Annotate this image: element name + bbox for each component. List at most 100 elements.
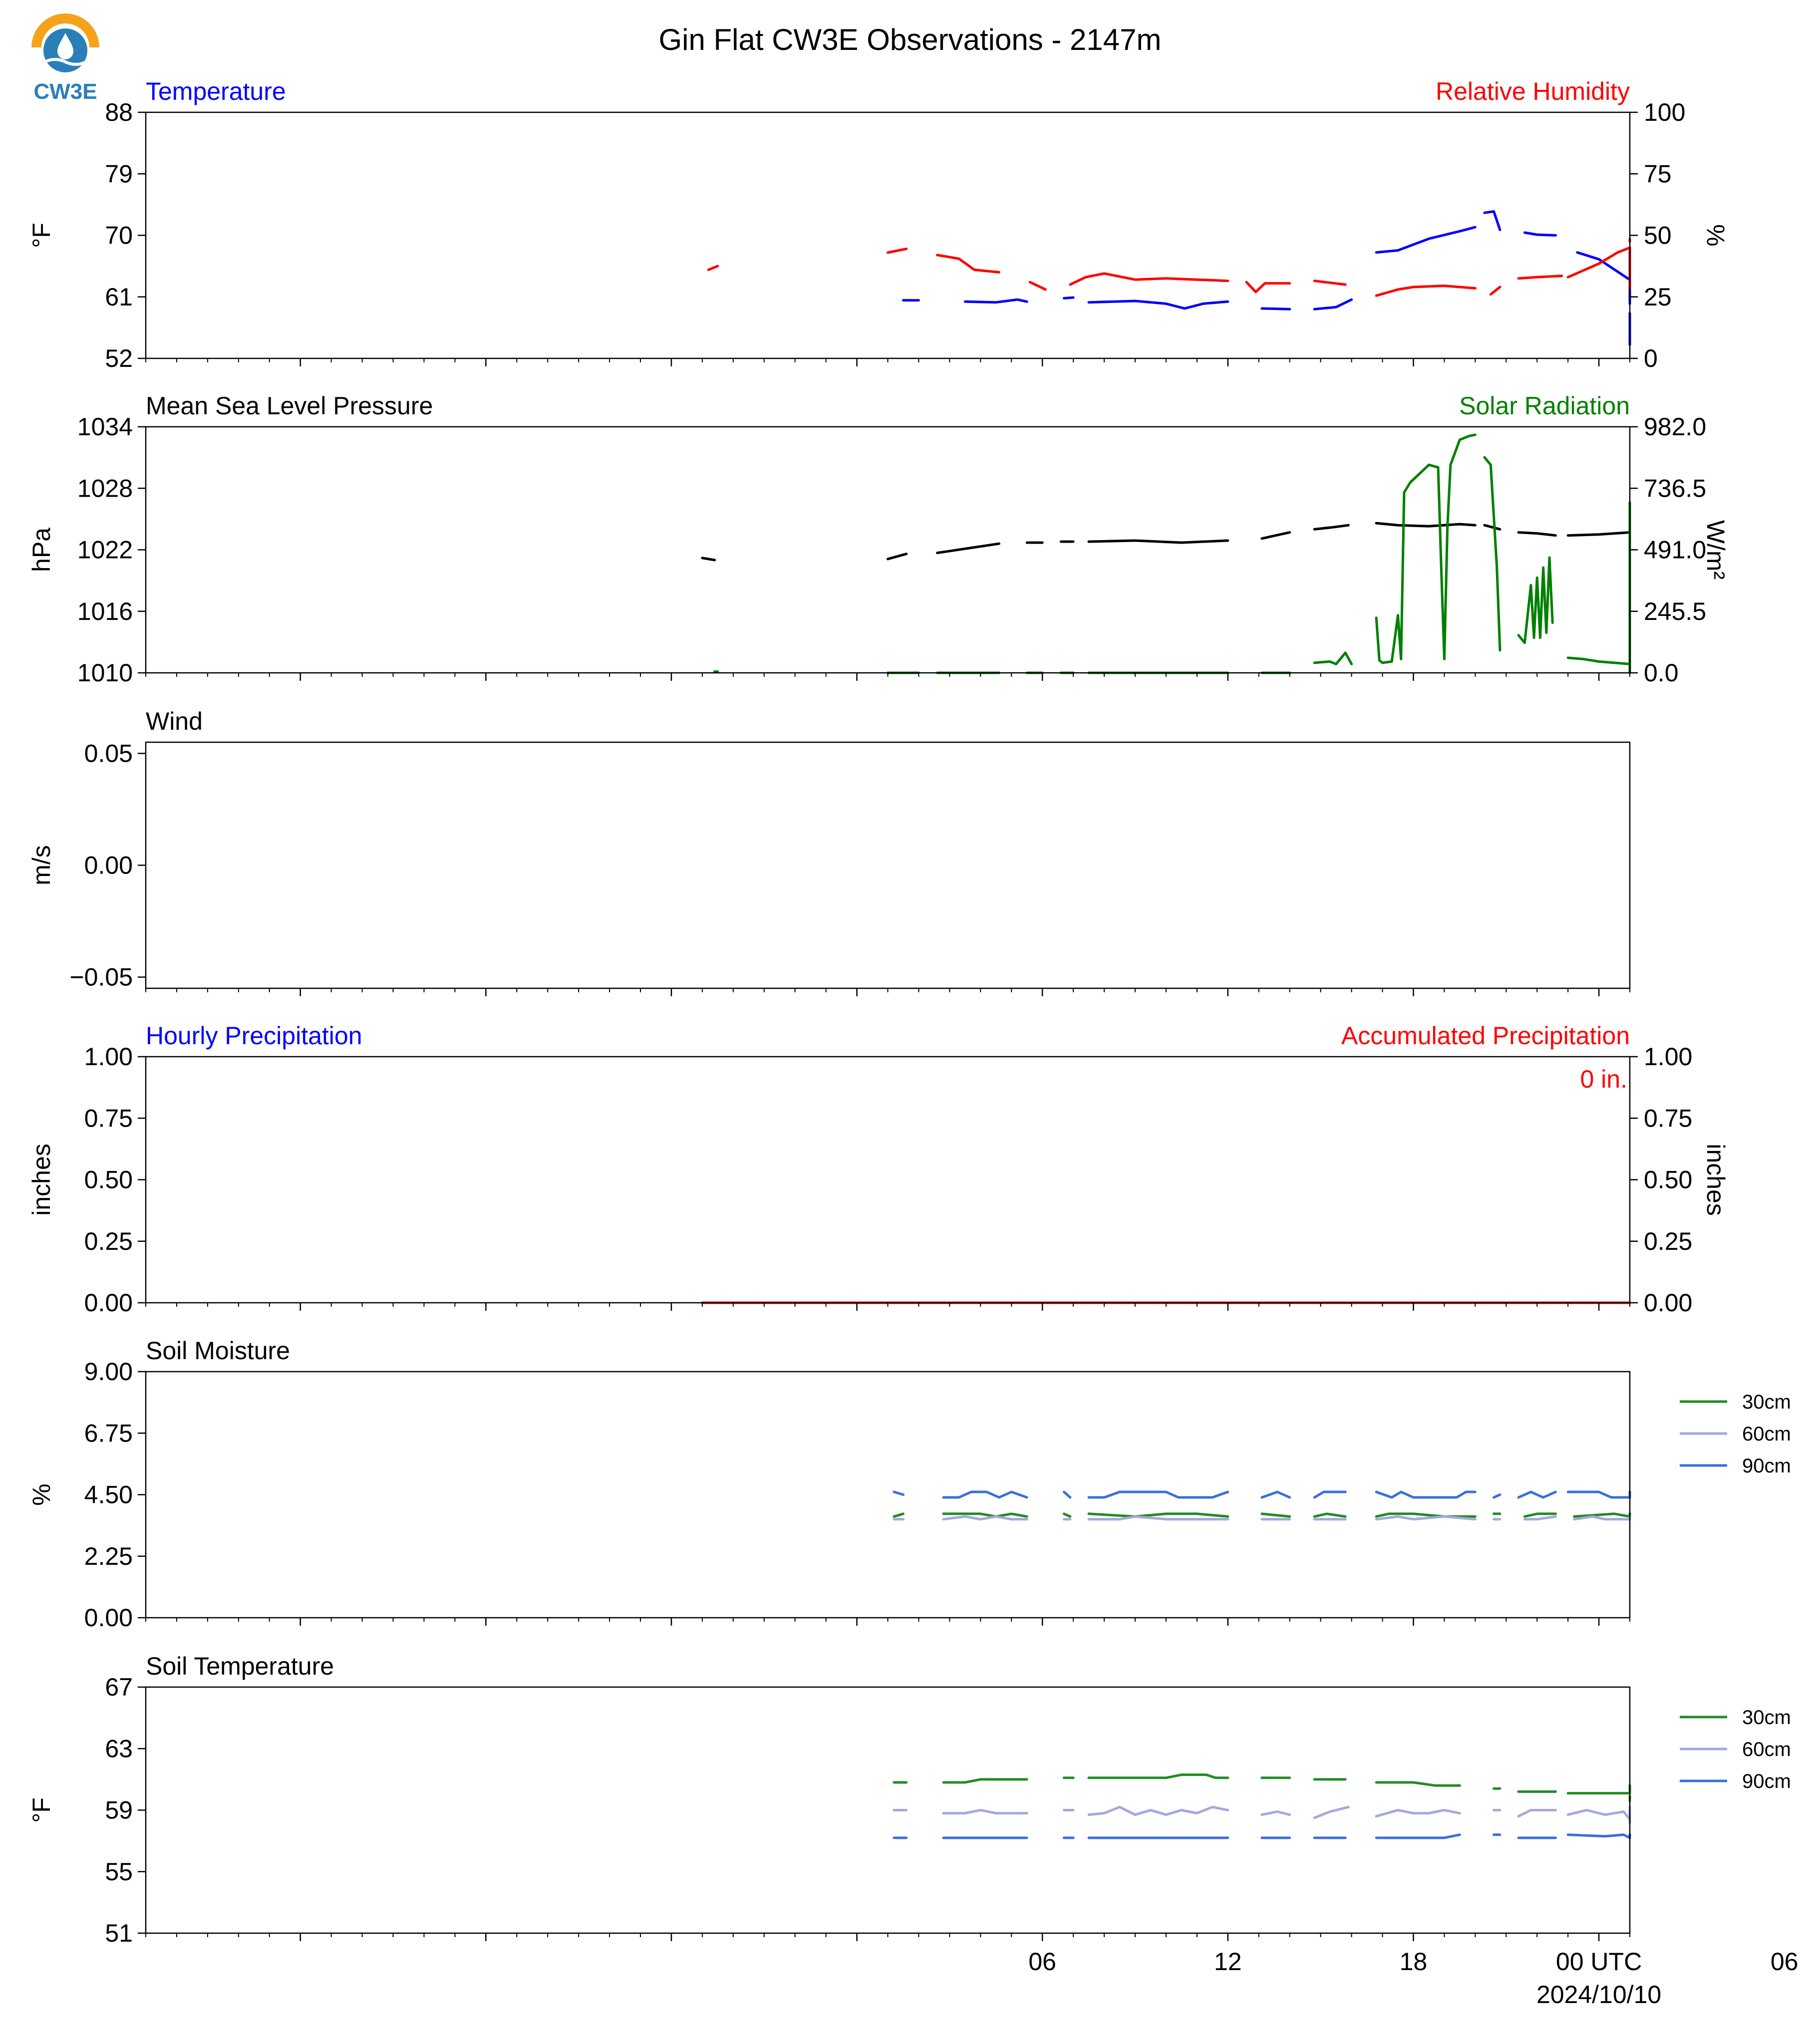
ylabel: %	[27, 1483, 55, 1505]
series-30cm-segment	[893, 1512, 905, 1518]
panels: 52 61 70 79 88 0 25 50 75 100 °F % Temperature Relati…	[27, 77, 1791, 1947]
panel-title-right: Solar Radiation	[1459, 392, 1630, 420]
series-left-segment	[936, 542, 1000, 555]
ytick-right-label: 491.0	[1644, 536, 1706, 564]
panel-title-left: Wind	[146, 707, 203, 735]
series-left-segment	[1566, 531, 1631, 537]
series-60cm-segment	[1087, 1515, 1229, 1521]
panel-title-left: Hourly Precipitation	[146, 1022, 362, 1050]
series-90cm-segment	[1375, 1490, 1477, 1499]
xtick-label: 12	[1214, 1948, 1242, 1976]
legend-label-60cm: 60cm	[1742, 1738, 1791, 1760]
panel-title-left: Soil Temperature	[146, 1652, 334, 1680]
series-90cm-segment	[1493, 1493, 1502, 1499]
series-90cm-segment	[1313, 1490, 1347, 1499]
series-left-segment	[701, 557, 716, 562]
series-left-segment	[963, 298, 1028, 304]
ytick-right-label: 50	[1644, 222, 1672, 250]
logo-orange-arc	[31, 13, 99, 48]
logo-wave-icon	[44, 58, 87, 66]
series-left-segment	[1313, 298, 1353, 310]
ytick-label: −0.05	[69, 963, 133, 991]
series-left-segment	[1375, 522, 1477, 528]
legend-label-30cm: 30cm	[1742, 1707, 1791, 1729]
panel-title-left: Mean Sea Level Pressure	[146, 392, 433, 420]
panel-title-left: Soil Moisture	[146, 1337, 290, 1365]
ytick-label: 59	[105, 1796, 133, 1824]
panel-pressure_solar: 1010 1016 1022 1028 1034 0.0 245.5 491.0 736.5 98…	[27, 392, 1730, 687]
series-right-segment	[1313, 651, 1353, 665]
series-30cm-segment	[1523, 1512, 1557, 1518]
series-60cm-segment	[1260, 1810, 1291, 1816]
series-right-segment	[1069, 272, 1229, 286]
series-left-segment	[1483, 524, 1502, 531]
ytick-label: 1028	[77, 474, 133, 502]
series-30cm-segment	[1087, 1773, 1229, 1779]
legend-label-30cm: 30cm	[1742, 1391, 1791, 1413]
legend-label-90cm: 90cm	[1742, 1770, 1791, 1792]
panel-title-right: Relative Humidity	[1436, 77, 1630, 105]
panel-title-left: Temperature	[146, 77, 286, 105]
series-90cm-segment	[1063, 1490, 1072, 1499]
series-60cm-segment	[1566, 1809, 1631, 1821]
series-60cm-segment	[942, 1809, 1028, 1815]
series-60cm-segment	[1087, 1805, 1229, 1816]
ytick-label: 70	[105, 222, 133, 250]
ytick-label: 67	[105, 1673, 133, 1701]
ytick-label: 55	[105, 1858, 133, 1886]
series-60cm-segment	[942, 1515, 1028, 1521]
legend: 30cm 60cm 90cm	[1680, 1707, 1791, 1792]
series-30cm-segment	[1573, 1512, 1631, 1518]
series-left-segment	[1260, 307, 1291, 310]
ylabel-right: inches	[1702, 1144, 1730, 1216]
series-left-segment	[887, 553, 908, 561]
series-left-segment	[1313, 524, 1350, 531]
ytick-right-label: 0.50	[1644, 1166, 1692, 1194]
ytick-right-label: 0.75	[1644, 1104, 1692, 1132]
series-left-segment	[1087, 539, 1229, 544]
series-30cm-segment	[1087, 1512, 1229, 1518]
series-right-segment	[1489, 286, 1502, 296]
series-right-segment	[1517, 275, 1563, 280]
series-left-segment	[1517, 531, 1557, 537]
series-60cm-segment	[1375, 1809, 1461, 1818]
series-90cm-segment	[1566, 1833, 1631, 1839]
ytick-right-label: 245.5	[1644, 597, 1706, 625]
series-left-segment	[1063, 296, 1075, 299]
ytick-label: 52	[105, 344, 133, 372]
legend-label-60cm: 60cm	[1742, 1423, 1791, 1445]
series-left-segment	[1260, 531, 1291, 540]
ytick-label: 1.00	[84, 1043, 133, 1071]
series-60cm-segment	[1573, 1515, 1631, 1521]
ytick-label: 4.50	[84, 1481, 133, 1509]
series-60cm-segment	[1517, 1809, 1557, 1818]
series-90cm-segment	[1260, 1490, 1291, 1499]
xdate-label: 2024/10/10	[1536, 1981, 1661, 2009]
series-right-segment	[1517, 556, 1554, 644]
xtick-label: 06	[1028, 1948, 1056, 1976]
panel-title-right: Accumulated Precipitation	[1341, 1022, 1630, 1050]
series-60cm-segment	[1523, 1515, 1557, 1521]
ytick-label: 88	[105, 98, 133, 126]
annotation: 0 in.	[1580, 1065, 1627, 1093]
ylabel: m/s	[27, 845, 55, 885]
ytick-right-label: 0	[1644, 344, 1658, 372]
panel-precip: 0.00 0.25 0.50 0.75 1.00 0.00 0.25 0.50 0.75 1.00…	[27, 1022, 1730, 1317]
series-left-segment	[1483, 210, 1502, 231]
panel-temp_rh: 52 61 70 79 88 0 25 50 75 100 °F % Temperature Relati…	[27, 77, 1730, 372]
xtick-label: 06	[1771, 1948, 1799, 1976]
series-right-segment	[936, 254, 1000, 274]
series-right-segment	[1375, 285, 1477, 297]
ytick-label: 1010	[77, 659, 133, 687]
logo-text: CW3E	[33, 79, 97, 104]
ytick-label: 51	[105, 1919, 133, 1947]
series-right-segment	[707, 265, 719, 271]
series-left-segment	[1523, 231, 1557, 237]
legend-label-90cm: 90cm	[1742, 1455, 1791, 1477]
figure-title: Gin Flat CW3E Observations - 2147m	[658, 23, 1161, 56]
ytick-right-label: 100	[1644, 98, 1685, 126]
ylabel-right: W/m²	[1702, 520, 1730, 579]
ytick-right-label: 1.00	[1644, 1043, 1692, 1071]
ytick-right-label: 0.00	[1644, 1289, 1692, 1317]
